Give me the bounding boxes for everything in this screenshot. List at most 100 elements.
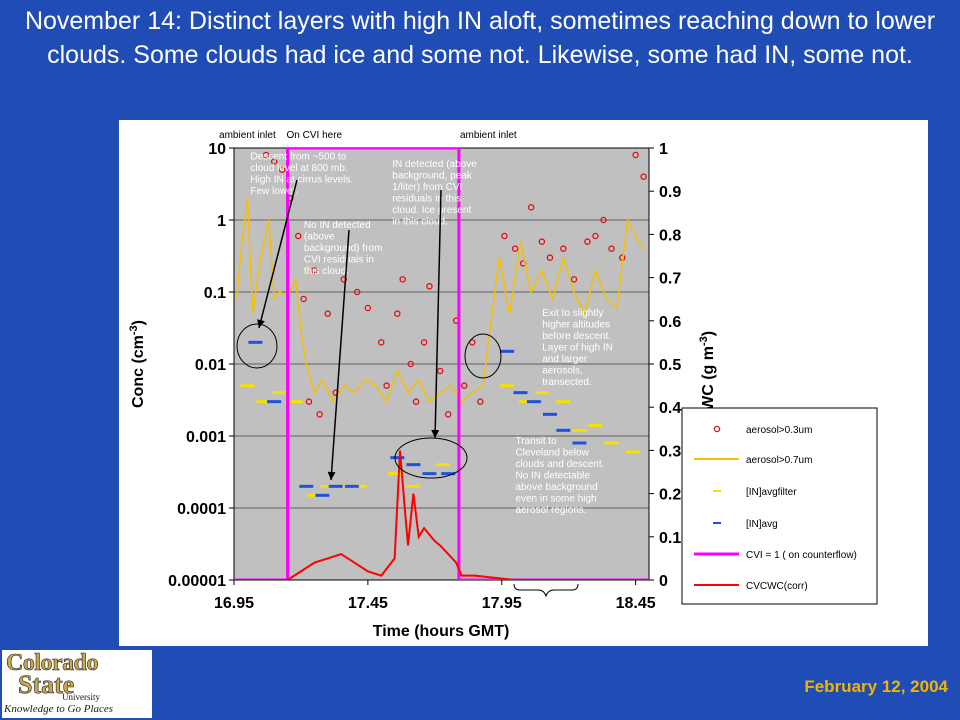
annotation-text: No IN detected (above background) from CVI … <box>304 220 382 277</box>
annotation-text: Transit to Cleveland below clouds and desc… <box>515 436 604 516</box>
aerosol-03-point <box>592 232 599 240</box>
aerosol-03-point <box>262 151 270 159</box>
aerosol-03-point <box>420 339 428 346</box>
y-right-tick-label: 0 <box>659 573 668 590</box>
arrow-head <box>257 319 265 328</box>
aerosol-03-point <box>364 304 372 312</box>
legend-marker <box>713 425 721 433</box>
y-left-axis-title: Conc (cm-3) <box>128 320 147 408</box>
aerosol-03-point <box>469 339 476 346</box>
y-left-tick-label: 0.1 <box>204 285 226 302</box>
aerosol-03-point <box>300 295 307 303</box>
x-tick-label: 18.45 <box>616 595 656 612</box>
aerosol-03-point <box>407 360 414 368</box>
annotation-arrow <box>258 179 298 329</box>
aerosol-03-point <box>353 288 361 296</box>
arrow-head <box>431 429 440 438</box>
y-right-tick-label: 0.3 <box>659 443 681 460</box>
aerosol-03-point <box>340 276 348 283</box>
legend-label: [IN]avg <box>746 519 778 530</box>
aerosol-03-point <box>444 411 452 418</box>
legend-label: aerosol>0.7um <box>746 455 812 466</box>
aerosol-03-point <box>501 232 508 240</box>
aerosol-03-point <box>608 245 615 252</box>
svg-text:Conc (cm-3): Conc (cm-3) <box>128 320 147 408</box>
aerosol-03-point <box>538 238 546 245</box>
aerosol-03-point <box>546 254 554 261</box>
chart-panel: 10 1 0.1 0.01 0.001 0.0001 0.00001 0 0.1 0.2 0.3 0.… <box>119 120 928 646</box>
top-label: On CVI here <box>287 130 343 141</box>
legend-label: aerosol>0.3um <box>746 425 812 436</box>
y-right-tick-label: 0.5 <box>659 357 681 374</box>
aerosol-03-point <box>311 267 318 274</box>
aerosol-03-point <box>632 151 639 159</box>
highlight-circle <box>236 323 278 369</box>
x-tick-label: 16.95 <box>214 595 254 612</box>
annotation-text: IN detected (above background, peak 1/lite… <box>392 159 477 228</box>
top-label: ambient inlet <box>460 130 517 141</box>
x-axis-title: Time (hours GMT) <box>373 623 510 640</box>
aerosol-03-point <box>278 166 286 173</box>
aerosol-03-point <box>295 232 302 240</box>
y-right-tick-label: 0.2 <box>659 487 681 504</box>
slide-title: November 14: Distinct layers with high I… <box>24 7 936 69</box>
y-right-tick-label: 0.6 <box>659 314 681 331</box>
brace-bottom <box>513 583 579 598</box>
annotation-arrow <box>434 189 442 439</box>
logo-tagline: Knowledge to Go Places <box>4 703 114 715</box>
y-right-tick-label: 1 <box>659 141 668 158</box>
cvcwc-line <box>234 450 649 580</box>
y-left-tick-label: 1 <box>217 213 226 230</box>
aerosol-03-point <box>570 276 578 283</box>
y-right-tick-label: 0.8 <box>659 227 681 244</box>
university-logo: Colorado State University Knowledge to G… <box>2 650 152 718</box>
logo-university: University <box>62 692 100 702</box>
aerosol-03-point <box>560 245 567 252</box>
y-right-tick-label: 0.4 <box>659 400 681 417</box>
aerosol-03-point <box>378 339 385 346</box>
y-left-tick-label: 0.01 <box>195 357 226 374</box>
y-right-tick-label: 0.7 <box>659 271 681 288</box>
aerosol-03-point <box>477 398 484 405</box>
y-right-tick-label: 0.1 <box>659 530 681 547</box>
arrow-head <box>327 471 336 480</box>
aerosol-03-point <box>426 283 433 290</box>
footer-date: February 12, 2004 <box>804 677 948 696</box>
aerosol-03-point <box>511 245 519 252</box>
y-left-tick-label: 0.0001 <box>177 501 226 518</box>
aerosol-03-point <box>383 382 390 389</box>
annotation-text: Descent from ~500 to cloud level at 800 m… <box>250 151 353 197</box>
legend-label: CVI = 1 ( on counterflow) <box>746 550 857 561</box>
y-left-tick-label: 10 <box>208 141 226 158</box>
y-right-tick-label: 0.9 <box>659 184 681 201</box>
x-tick-label: 17.45 <box>348 595 388 612</box>
top-label: ambient inlet <box>219 130 276 141</box>
logo-line1: Colorado <box>6 650 99 677</box>
highlight-circle <box>464 333 502 379</box>
legend-label: [IN]avgfilter <box>746 487 797 498</box>
chart-svg: 10 1 0.1 0.01 0.001 0.0001 0.00001 0 0.1 0.2 0.3 0.… <box>128 130 878 640</box>
logo-line2: State <box>18 670 75 700</box>
highlight-circle <box>394 437 468 479</box>
aerosol-03-point <box>436 367 444 375</box>
y-left-tick-label: 0.00001 <box>168 573 226 590</box>
aerosol-03-point <box>399 276 406 283</box>
annotation-arrow <box>330 229 350 481</box>
aerosol-03-point <box>316 411 323 418</box>
chart-legend: aerosol>0.3um aerosol>0.7um [IN]avgfilter [… <box>681 407 878 605</box>
aerosol-03-point <box>640 173 647 180</box>
aerosol-03-point <box>324 310 331 317</box>
aerosol-03-point <box>461 382 468 389</box>
aerosol-03-point <box>412 398 420 405</box>
aerosol-03-point <box>600 216 607 224</box>
aerosol-03-point <box>270 158 278 165</box>
aerosol-07-line <box>235 198 645 404</box>
aerosol-03-point <box>394 310 401 317</box>
y-left-tick-label: 0.001 <box>186 429 226 446</box>
aerosol-03-point <box>584 238 591 245</box>
aerosol-03-point <box>305 398 313 405</box>
x-tick-label: 17.95 <box>482 595 522 612</box>
aerosol-03-point <box>527 204 535 211</box>
annotation-text: Exit to slightly higher altitudes before d… <box>542 308 613 388</box>
legend-label: CVCWC(corr) <box>746 581 808 592</box>
